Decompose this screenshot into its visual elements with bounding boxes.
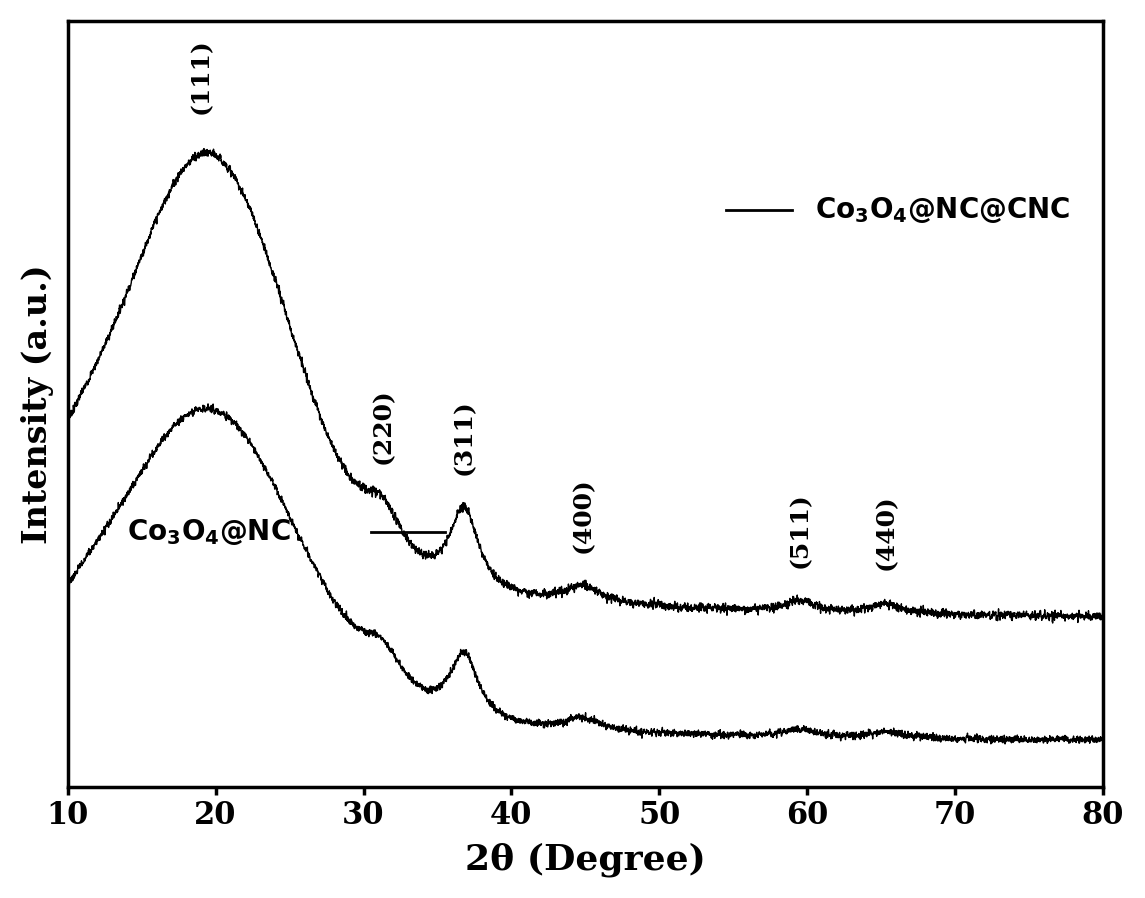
Text: $\mathbf{Co_3O_4}$$\mathbf{@NC}$: $\mathbf{Co_3O_4}$$\mathbf{@NC}$: [127, 517, 291, 547]
Text: (440): (440): [874, 495, 898, 570]
Text: (220): (220): [371, 388, 395, 464]
Text: (111): (111): [189, 39, 213, 114]
Text: (311): (311): [452, 400, 476, 475]
Text: $\mathbf{Co_3O_4}$$\mathbf{@NC@CNC}$: $\mathbf{Co_3O_4}$$\mathbf{@NC@CNC}$: [814, 195, 1071, 224]
Y-axis label: Intensity (a.u.): Intensity (a.u.): [21, 264, 54, 544]
Text: (511): (511): [788, 492, 812, 568]
X-axis label: 2θ (Degree): 2θ (Degree): [465, 842, 705, 877]
Text: (400): (400): [570, 477, 594, 553]
